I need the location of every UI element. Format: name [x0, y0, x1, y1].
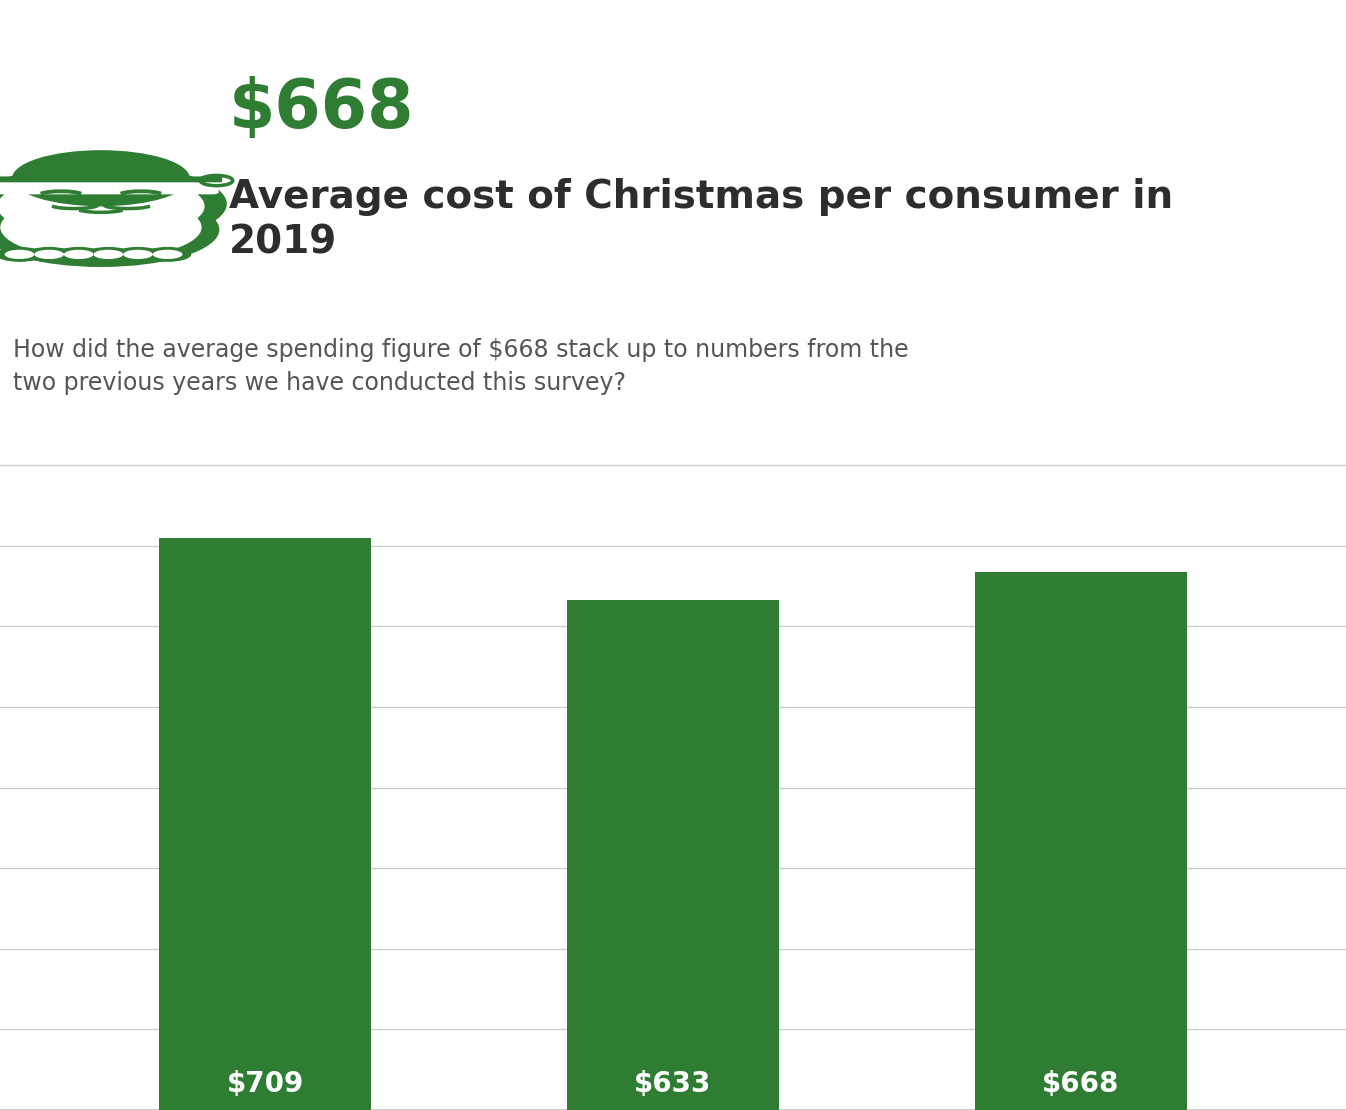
Circle shape: [34, 250, 65, 259]
Circle shape: [94, 250, 124, 259]
Circle shape: [85, 246, 132, 262]
Circle shape: [12, 150, 190, 206]
Circle shape: [0, 246, 43, 262]
Text: $633: $633: [634, 1070, 712, 1098]
Text: How did the average spending figure of $668 stack up to numbers from the
two pre: How did the average spending figure of $…: [13, 337, 909, 395]
Text: $709: $709: [226, 1070, 304, 1098]
FancyBboxPatch shape: [0, 179, 218, 194]
FancyBboxPatch shape: [0, 176, 222, 182]
Circle shape: [144, 246, 191, 262]
Circle shape: [26, 246, 73, 262]
Circle shape: [0, 173, 205, 239]
Text: $668: $668: [1042, 1070, 1120, 1098]
Text: Average cost of Christmas per consumer in
2019: Average cost of Christmas per consumer i…: [229, 179, 1172, 262]
Circle shape: [122, 250, 153, 259]
Circle shape: [152, 250, 183, 259]
Bar: [975, 572, 1187, 1110]
Circle shape: [4, 250, 34, 259]
Circle shape: [0, 195, 202, 259]
Circle shape: [0, 192, 219, 268]
Circle shape: [0, 164, 226, 243]
Circle shape: [114, 246, 162, 262]
Circle shape: [65, 250, 94, 259]
Bar: [159, 538, 371, 1110]
Bar: [567, 599, 779, 1110]
Circle shape: [55, 246, 102, 262]
Text: $668: $668: [229, 77, 415, 142]
